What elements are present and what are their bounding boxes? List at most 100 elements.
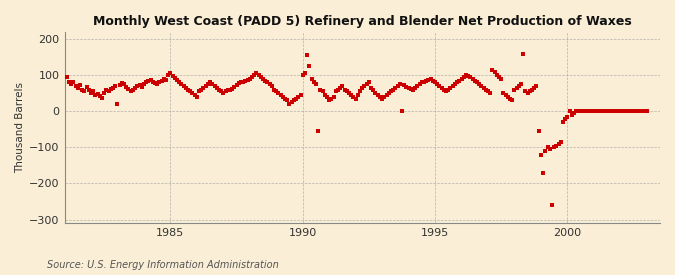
Point bbox=[229, 85, 240, 89]
Point bbox=[313, 129, 323, 133]
Point bbox=[86, 91, 97, 95]
Point bbox=[264, 82, 275, 86]
Point bbox=[321, 95, 332, 99]
Point bbox=[418, 79, 429, 84]
Point bbox=[547, 203, 558, 207]
Point bbox=[553, 142, 564, 146]
Point bbox=[328, 95, 339, 99]
Point bbox=[595, 109, 606, 114]
Point bbox=[425, 77, 436, 81]
Point bbox=[194, 89, 205, 94]
Point bbox=[97, 95, 107, 100]
Point bbox=[187, 91, 198, 95]
Point bbox=[450, 82, 460, 86]
Point bbox=[392, 84, 403, 88]
Point bbox=[589, 108, 599, 113]
Point bbox=[472, 80, 483, 85]
Point bbox=[117, 81, 128, 85]
Point bbox=[571, 109, 582, 114]
Point bbox=[119, 82, 130, 86]
Point bbox=[383, 91, 394, 95]
Point bbox=[430, 80, 441, 85]
Point bbox=[593, 109, 603, 113]
Point bbox=[269, 87, 279, 92]
Point bbox=[443, 87, 454, 92]
Point bbox=[317, 89, 328, 94]
Point bbox=[171, 77, 182, 82]
Point bbox=[608, 109, 619, 113]
Point bbox=[112, 102, 123, 106]
Point bbox=[361, 82, 372, 86]
Point bbox=[354, 89, 365, 94]
Point bbox=[143, 78, 154, 83]
Point bbox=[81, 85, 92, 89]
Point bbox=[620, 109, 630, 114]
Point bbox=[273, 91, 284, 95]
Text: Source: U.S. Energy Information Administration: Source: U.S. Energy Information Administ… bbox=[47, 260, 279, 270]
Point bbox=[216, 89, 227, 94]
Point bbox=[291, 97, 302, 101]
Point bbox=[123, 87, 134, 91]
Point bbox=[101, 87, 112, 92]
Point bbox=[491, 73, 502, 78]
Point bbox=[632, 109, 643, 114]
Point bbox=[379, 95, 389, 99]
Point bbox=[185, 89, 196, 94]
Point bbox=[558, 120, 568, 124]
Point bbox=[535, 152, 546, 157]
Point bbox=[251, 71, 262, 76]
Point bbox=[234, 81, 244, 85]
Point bbox=[77, 87, 88, 92]
Point bbox=[467, 77, 478, 81]
Point bbox=[626, 109, 637, 114]
Point bbox=[538, 170, 549, 175]
Point bbox=[604, 109, 615, 114]
Point bbox=[410, 86, 421, 90]
Point bbox=[520, 89, 531, 94]
Point bbox=[368, 87, 379, 92]
Point bbox=[406, 87, 416, 91]
Point bbox=[432, 82, 443, 86]
Point bbox=[507, 98, 518, 103]
Point bbox=[110, 84, 121, 88]
Point bbox=[584, 109, 595, 113]
Point bbox=[258, 77, 269, 81]
Point bbox=[401, 85, 412, 89]
Point bbox=[344, 91, 354, 95]
Point bbox=[511, 86, 522, 90]
Point bbox=[304, 64, 315, 68]
Point bbox=[99, 90, 109, 95]
Point bbox=[156, 78, 167, 83]
Point bbox=[529, 86, 540, 90]
Point bbox=[474, 82, 485, 86]
Point bbox=[159, 77, 169, 81]
Point bbox=[72, 86, 83, 90]
Point bbox=[601, 109, 612, 114]
Point bbox=[147, 79, 158, 84]
Point bbox=[225, 88, 236, 93]
Point bbox=[458, 75, 469, 79]
Point bbox=[385, 89, 396, 94]
Point bbox=[502, 95, 513, 99]
Point bbox=[128, 87, 138, 92]
Point bbox=[84, 88, 95, 93]
Point bbox=[456, 77, 467, 81]
Point bbox=[68, 80, 79, 85]
Point bbox=[275, 93, 286, 97]
Point bbox=[568, 111, 579, 115]
Point bbox=[121, 85, 132, 89]
Point bbox=[454, 78, 464, 83]
Point bbox=[599, 109, 610, 113]
Point bbox=[390, 86, 401, 90]
Point bbox=[295, 93, 306, 97]
Point bbox=[436, 86, 447, 90]
Point bbox=[448, 84, 458, 88]
Point bbox=[180, 86, 191, 90]
Point bbox=[434, 84, 445, 88]
Point bbox=[260, 78, 271, 83]
Point bbox=[267, 84, 277, 88]
Point bbox=[302, 53, 313, 57]
Point bbox=[544, 147, 555, 151]
Point bbox=[617, 109, 628, 114]
Point bbox=[246, 75, 257, 79]
